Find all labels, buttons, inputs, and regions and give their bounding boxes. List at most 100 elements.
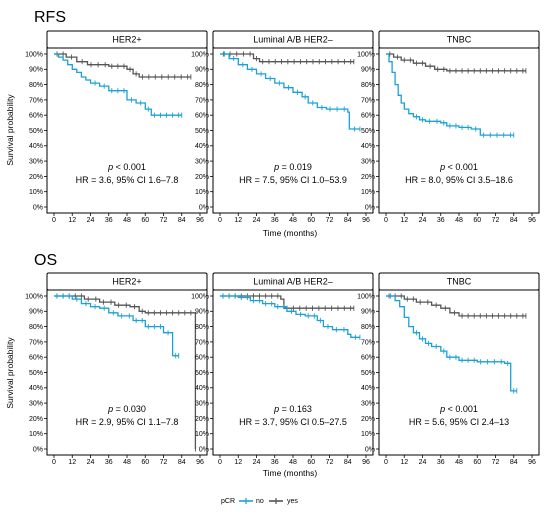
p-value-text: < 0.001: [445, 404, 478, 414]
x-tick-label: 48: [455, 459, 463, 466]
x-tick-label: 24: [253, 217, 261, 224]
p-value: p < 0.001: [439, 404, 478, 414]
x-tick-label: 84: [178, 217, 186, 224]
y-tick-label: 0%: [33, 446, 43, 453]
x-tick-label: 36: [105, 459, 113, 466]
x-tick-label: 24: [419, 217, 427, 224]
x-tick-label: 0: [384, 217, 388, 224]
y-tick-label: 60%: [195, 355, 209, 362]
x-tick-label: 60: [473, 217, 481, 224]
y-tick-label: 0%: [199, 446, 209, 453]
x-tick-label: 0: [52, 217, 56, 224]
x-tick-label: 60: [141, 459, 149, 466]
x-tick-label: 36: [271, 459, 279, 466]
y-tick-label: 40%: [361, 143, 375, 150]
x-tick-label: 48: [289, 459, 297, 466]
p-value-symbol: p: [273, 162, 279, 172]
x-axis-title-rfs: Time (months): [263, 228, 318, 238]
y-tick-label: 100%: [357, 51, 375, 58]
x-tick-label: 84: [344, 459, 352, 466]
y-tick-label: 90%: [195, 309, 209, 316]
y-tick-label: 30%: [29, 401, 43, 408]
panel-rfs-tnbc: TNBC 0 12 24 36 48 60 72 84 96 0% 10% 20% 30% 40% 50% 60…: [357, 30, 540, 224]
x-tick-label: 12: [400, 459, 408, 466]
hazard-ratio: HR = 7.5, 95% CI 1.0–53.9: [239, 175, 347, 185]
x-tick-label: 72: [326, 459, 334, 466]
y-tick-label: 20%: [29, 174, 43, 181]
y-tick-label: 10%: [361, 431, 375, 438]
y-tick-label: 50%: [29, 128, 43, 135]
y-tick-label: 100%: [25, 51, 43, 58]
x-tick-label: 36: [437, 217, 445, 224]
x-tick-label: 24: [87, 459, 95, 466]
x-tick-label: 48: [123, 459, 131, 466]
y-tick-label: 40%: [361, 385, 375, 392]
x-tick-label: 60: [141, 217, 149, 224]
x-tick-label: 24: [253, 459, 261, 466]
y-tick-label: 40%: [195, 385, 209, 392]
x-tick-label: 72: [492, 459, 500, 466]
y-tick-label: 50%: [195, 370, 209, 377]
y-tick-label: 80%: [195, 324, 209, 331]
km-curve-yes: [54, 295, 197, 449]
y-tick-label: 20%: [195, 416, 209, 423]
y-tick-label: 80%: [29, 324, 43, 331]
x-tick-label: 12: [234, 459, 242, 466]
plot-area: [46, 289, 208, 456]
y-tick-label: 90%: [361, 67, 375, 74]
y-tick-label: 10%: [29, 431, 43, 438]
y-tick-label: 80%: [361, 324, 375, 331]
y-tick-label: 0%: [365, 204, 375, 211]
y-tick-label: 50%: [29, 370, 43, 377]
x-tick-label: 96: [196, 459, 204, 466]
y-tick-label: 100%: [357, 293, 375, 300]
x-tick-label: 36: [105, 217, 113, 224]
panel-strip-label: HER2+: [112, 277, 141, 287]
x-tick-label: 96: [196, 217, 204, 224]
y-tick-label: 50%: [195, 128, 209, 135]
y-tick-label: 70%: [29, 339, 43, 346]
panel-strip-label: TNBC: [447, 35, 472, 45]
y-tick-label: 30%: [29, 159, 43, 166]
y-tick-label: 80%: [195, 82, 209, 89]
x-tick-label: 0: [218, 217, 222, 224]
y-tick-label: 70%: [29, 97, 43, 104]
x-tick-label: 72: [160, 217, 168, 224]
y-tick-label: 40%: [195, 143, 209, 150]
y-tick-label: 80%: [361, 82, 375, 89]
legend-item-no: no: [239, 498, 264, 505]
y-tick-label: 30%: [195, 401, 209, 408]
y-tick-label: 50%: [361, 370, 375, 377]
panel-os-her2: HER2+ 0 12 24 36 48 60 72 84 96 0% 10% 20% 30% 40% 50% 6…: [25, 272, 208, 466]
x-tick-label: 96: [528, 217, 536, 224]
p-value-symbol: p: [107, 162, 113, 172]
x-tick-label: 72: [326, 217, 334, 224]
y-tick-label: 20%: [361, 416, 375, 423]
y-tick-label: 0%: [365, 446, 375, 453]
x-tick-label: 72: [492, 217, 500, 224]
panel-os-tnbc: TNBC 0 12 24 36 48 60 72 84 96 0% 10% 20% 30% 40% 50% 60…: [357, 272, 540, 466]
x-tick-label: 84: [344, 217, 352, 224]
x-tick-label: 48: [455, 217, 463, 224]
y-tick-label: 60%: [361, 355, 375, 362]
km-curve-yes: [386, 53, 526, 72]
legend-title: pCR: [221, 498, 235, 505]
legend-label-yes: yes: [287, 498, 298, 505]
x-tick-label: 84: [510, 459, 518, 466]
panel-strip-label: Luminal A/B HER2–: [253, 35, 333, 45]
panel-rfs-luminal-a-b-her2: Luminal A/B HER2– 0 12 24 36 48 60 72 84 96 0% 10% 2…: [191, 30, 374, 224]
p-value: p = 0.019: [273, 162, 312, 172]
x-tick-label: 0: [52, 459, 56, 466]
y-axis-title-rfs: Survival probability: [5, 94, 15, 166]
x-tick-label: 12: [68, 459, 76, 466]
y-axis-title-os: Survival probability: [5, 337, 15, 409]
panel-os-luminal-a-b-her2: Luminal A/B HER2– 0 12 24 36 48 60 72 84 96 0% 10% 2…: [191, 272, 374, 466]
plot-area: [378, 47, 540, 214]
y-tick-label: 100%: [191, 293, 209, 300]
hazard-ratio: HR = 3.6, 95% CI 1.6–7.8: [76, 175, 179, 185]
y-tick-label: 30%: [361, 159, 375, 166]
y-tick-label: 60%: [361, 113, 375, 120]
x-tick-label: 72: [160, 459, 168, 466]
p-value: p = 0.163: [273, 404, 312, 414]
x-tick-label: 24: [87, 217, 95, 224]
